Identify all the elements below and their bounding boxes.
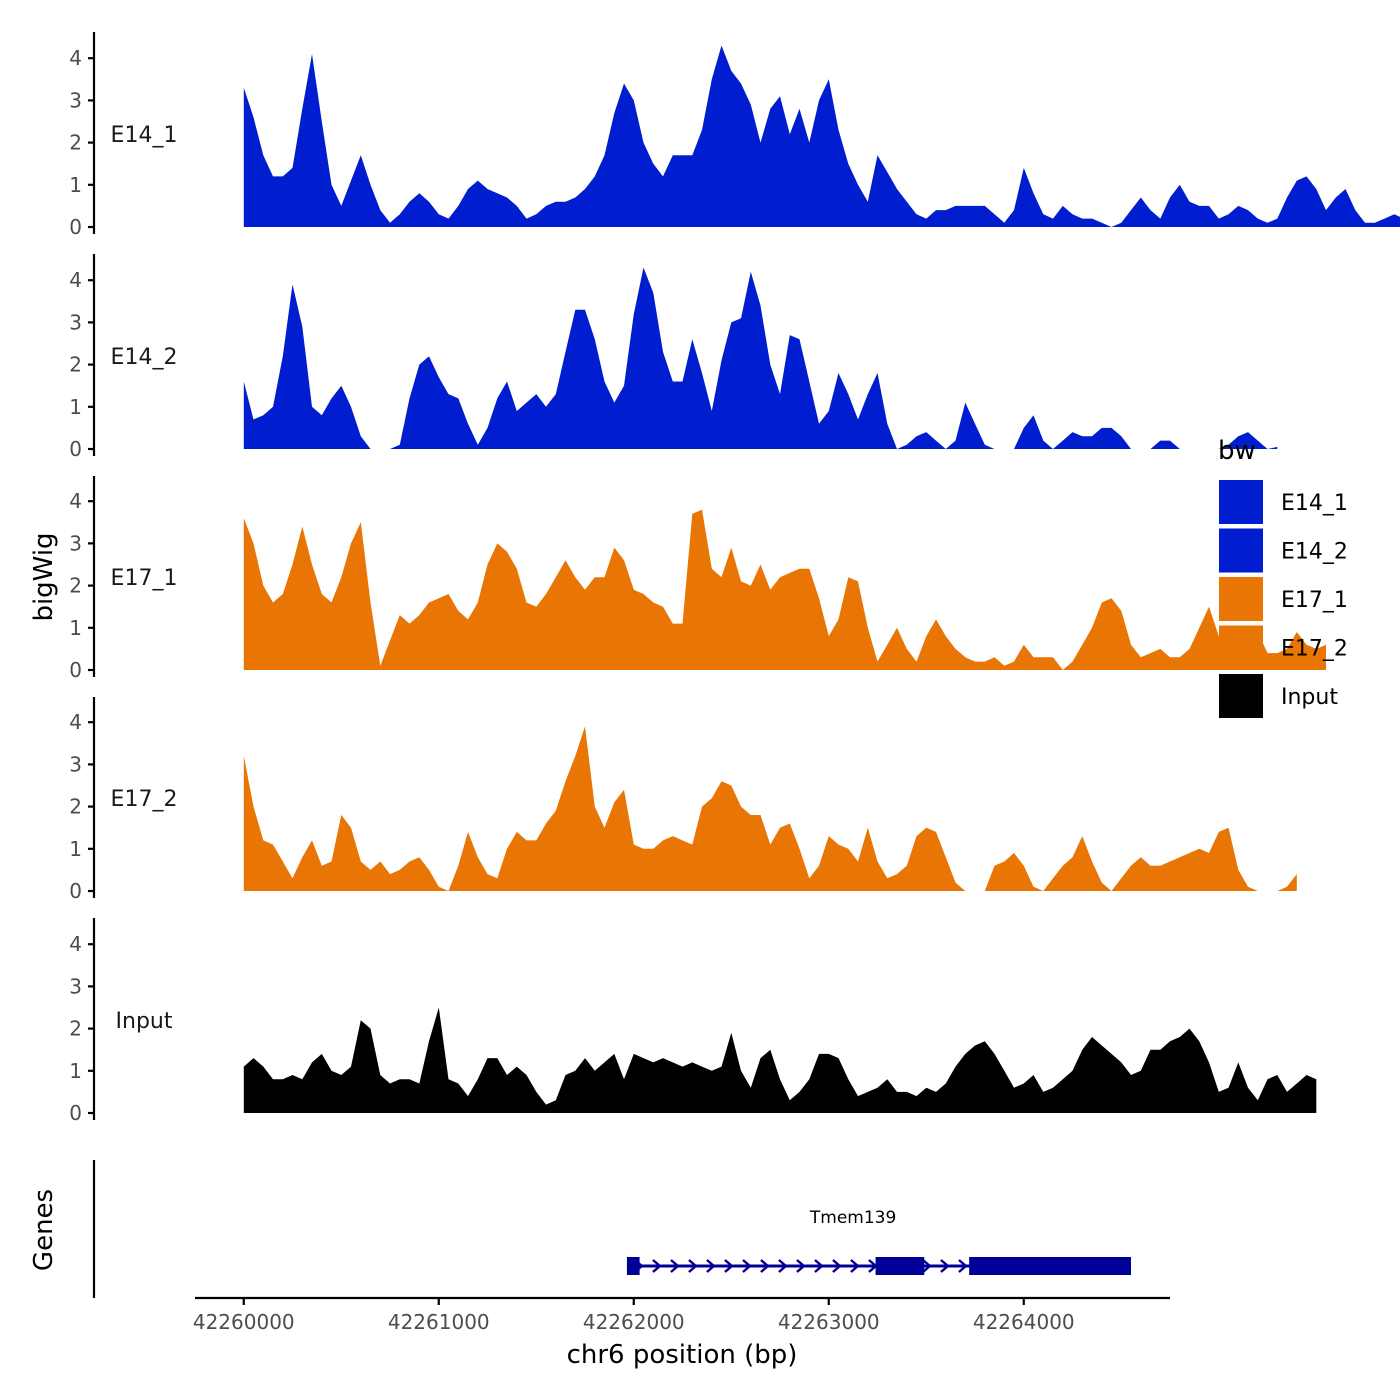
track-label: E14_1 xyxy=(111,123,178,148)
y-tick-label: 3 xyxy=(69,531,82,555)
y-tick-label: 2 xyxy=(69,795,82,819)
x-tick-label: 42262000 xyxy=(583,1310,685,1334)
legend-label: E17_2 xyxy=(1281,637,1348,662)
y-tick-label: 4 xyxy=(69,932,82,956)
y-tick-label: 4 xyxy=(69,46,82,70)
y-tick-label: 0 xyxy=(69,658,82,682)
strand-arrow xyxy=(940,1259,950,1273)
strand-arrow xyxy=(724,1259,734,1273)
legend-item-E14_1: E14_1 xyxy=(1219,480,1348,524)
y-tick-label: 1 xyxy=(69,1059,82,1083)
y-tick-label: 0 xyxy=(69,437,82,461)
y-tick-label: 2 xyxy=(69,574,82,598)
legend-key xyxy=(1219,577,1263,621)
strand-arrow xyxy=(670,1259,680,1273)
legend-label: E17_1 xyxy=(1281,588,1348,613)
coverage-area-E17_1 xyxy=(243,509,1326,670)
track-E14_1: 0 1 2 3 4 E14_1 xyxy=(69,32,1400,239)
strand-arrow xyxy=(778,1259,788,1273)
legend-item-Input: Input xyxy=(1219,674,1338,718)
x-tick-label: 42264000 xyxy=(973,1310,1075,1334)
y-tick-label: 3 xyxy=(69,974,82,998)
legend-key xyxy=(1219,480,1263,524)
strand-arrow xyxy=(814,1259,824,1273)
y-axis-title: bigWig xyxy=(29,532,59,621)
y-tick-label: 2 xyxy=(69,131,82,155)
y-tick-label: 4 xyxy=(69,268,82,292)
legend-key xyxy=(1219,625,1263,670)
strand-arrow xyxy=(760,1259,770,1273)
legend-title: bw xyxy=(1218,436,1256,466)
y-tick-label: 3 xyxy=(69,88,82,112)
coverage-area-E17_2 xyxy=(243,726,1297,891)
track-E17_1: 0 1 2 3 4 E17_1 xyxy=(69,476,1326,682)
strand-arrow xyxy=(688,1259,698,1273)
legend-key xyxy=(1219,528,1263,573)
x-tick-label: 42260000 xyxy=(193,1310,295,1334)
track-label: E17_1 xyxy=(111,566,178,591)
y-tick-label: 0 xyxy=(69,215,82,239)
y-tick-label: 1 xyxy=(69,173,82,197)
x-axis-title: chr6 position (bp) xyxy=(567,1340,798,1370)
strand-arrow xyxy=(652,1259,662,1273)
gene-exon xyxy=(626,1257,640,1275)
y-tick-label: 2 xyxy=(69,1017,82,1041)
strand-arrow xyxy=(922,1259,932,1273)
x-axis: 42260000 42261000 42262000 42263000 42264000 xyxy=(193,1296,1170,1334)
track-label: E17_2 xyxy=(111,787,178,812)
y-tick-label: 2 xyxy=(69,353,82,377)
track-E17_2: 0 1 2 3 4 E17_2 xyxy=(69,697,1297,903)
x-tick-label: 42261000 xyxy=(388,1310,490,1334)
y-tick-label: 0 xyxy=(69,879,82,903)
y-tick-label: 3 xyxy=(69,752,82,776)
genes-panel-title: Genes xyxy=(29,1189,59,1271)
track-E14_2: 0 1 2 3 4 E14_2 xyxy=(69,254,1278,461)
legend-item-E17_2: E17_2 xyxy=(1219,625,1348,670)
legend-label: E14_2 xyxy=(1281,540,1348,565)
genes-layer: Tmem139 xyxy=(92,1160,1131,1298)
y-tick-label: 4 xyxy=(69,710,82,734)
y-tick-label: 4 xyxy=(69,489,82,513)
gene-exon xyxy=(969,1257,1131,1275)
gene-name-label: Tmem139 xyxy=(809,1208,896,1228)
legend-item-E14_2: E14_2 xyxy=(1219,528,1348,573)
strand-arrow xyxy=(796,1259,806,1273)
track-Input: 0 1 2 3 4 Input xyxy=(69,918,1317,1125)
gene-exon xyxy=(875,1257,925,1275)
strand-arrow xyxy=(706,1259,716,1273)
y-tick-label: 0 xyxy=(69,1101,82,1125)
tracks-layer: 0 1 2 3 4 E14_1 0 1 2 3 4 E14_2 0 1 2 3 4 E17_1 0 1 2 3 4 E17_2… xyxy=(69,32,1400,1125)
strand-arrow xyxy=(958,1259,968,1273)
coverage-area-E14_1 xyxy=(243,45,1400,227)
y-tick-label: 1 xyxy=(69,395,82,419)
legend: bw E14_1 E14_2 E17_1 E17_2 Input xyxy=(1218,436,1348,718)
coverage-area-E14_2 xyxy=(243,267,1278,449)
strand-arrow xyxy=(832,1259,842,1273)
strand-arrow xyxy=(742,1259,752,1273)
y-tick-label: 1 xyxy=(69,837,82,861)
strand-arrow xyxy=(850,1259,860,1273)
track-label: E14_2 xyxy=(111,345,178,370)
legend-label: E14_1 xyxy=(1281,491,1348,516)
legend-label: Input xyxy=(1281,685,1338,710)
legend-item-E17_1: E17_1 xyxy=(1219,577,1348,621)
track-label: Input xyxy=(116,1009,173,1034)
y-tick-label: 3 xyxy=(69,310,82,334)
y-tick-label: 1 xyxy=(69,616,82,640)
x-tick-label: 42263000 xyxy=(778,1310,880,1334)
legend-key xyxy=(1219,674,1263,718)
coverage-area-Input xyxy=(243,1007,1317,1113)
